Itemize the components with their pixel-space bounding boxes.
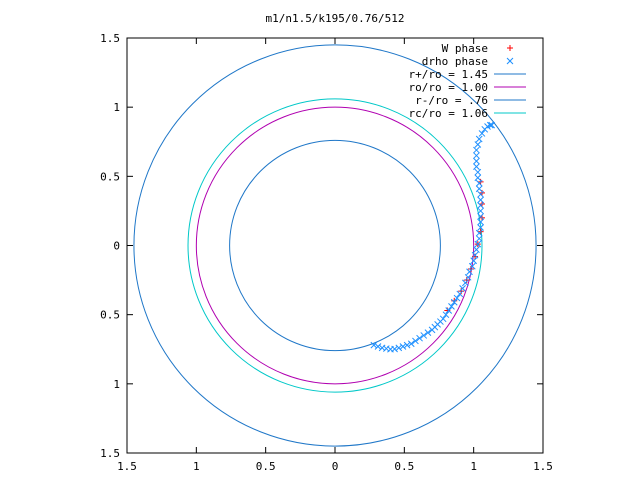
y-tick-label: 0 [113,240,120,253]
legend-label: drho phase [422,55,488,68]
drho-phase-point [445,307,453,314]
drho-phase-point [486,121,494,129]
legend-label: r+/ro = 1.45 [409,68,488,81]
drho-phase-point [475,135,483,143]
drho-phase-point [450,298,458,306]
drho-phase-point [471,251,479,259]
x-tick-label: 1 [193,460,200,473]
y-tick-label: 0.5 [100,309,120,322]
x-tick-label: 0.5 [256,460,276,473]
drho-phase-point [474,168,482,176]
drho-phase-point [442,311,450,319]
drho-phase-point [473,157,480,165]
drho-phase-point [478,130,486,137]
drho-phase-point [477,218,484,226]
data-series [370,121,496,353]
drho-phase-point [399,343,407,350]
drho-phase-point [473,146,480,154]
legend-label: W phase [442,42,488,55]
drho-phase-point [466,268,473,276]
reference-circle [195,106,475,385]
x-tick-label: 0.5 [394,460,414,473]
drho-phase-point [420,332,428,339]
drho-phase-point [477,207,484,215]
drho-phase-point [412,337,419,345]
drho-phase-point [391,345,398,353]
drho-phase-point [456,290,464,298]
drho-phase-point [459,285,466,292]
legend-label: rc/ro = 1.06 [409,107,488,120]
legend-swatch [507,45,513,51]
legend-label: r-/ro = .76 [415,94,488,107]
y-tick-label: 1 [113,101,120,114]
drho-phase-point [453,294,461,302]
drho-phase-point [474,141,482,148]
drho-phase-point [473,163,480,171]
drho-phase-point [475,185,483,193]
drho-phase-point [464,273,472,281]
drho-phase-point [461,279,469,287]
y-tick-label: 1 [113,378,120,391]
drho-phase-point [473,246,480,254]
drho-phase-point [395,344,403,352]
drho-phase-point [477,190,484,198]
drho-phase-point [475,179,483,187]
x-tick-label: 1.5 [117,460,137,473]
y-tick-label: 1.5 [100,447,120,460]
x-tick-label: 1.5 [533,460,553,473]
drho-phase-point [475,235,483,242]
drho-phase-point [475,229,483,237]
drho-phase-point [473,152,480,159]
reference-circle [229,139,441,352]
drho-phase-point [477,213,484,220]
legend-swatch [506,57,514,65]
drho-phase-point [477,196,484,204]
reference-circles [133,44,537,447]
drho-phase-point [448,303,455,310]
drho-phase-point [477,224,484,231]
reference-circle [187,98,483,393]
y-tick-label: 0.5 [100,170,120,183]
drho-phase-point [374,343,382,350]
drho-phase-point [416,334,423,342]
x-tick-label: 1 [470,460,477,473]
y-tick-label: 1.5 [100,32,120,45]
drho-phase-point [477,202,484,209]
drho-phase-point [488,121,496,129]
reference-circle [133,44,537,447]
legend-label: ro/ro = 1.00 [409,81,488,94]
drho-phase-point [474,174,482,182]
drho-phase-point [424,329,432,337]
drho-phase-point [407,340,415,348]
x-tick-label: 0 [332,460,339,473]
drho-phase-point [370,341,378,349]
chart-title: m1/n1.5/k195/0.76/512 [265,12,404,25]
drho-phase-point [439,315,447,323]
drho-phase-point [468,262,476,270]
drho-phase-point [474,240,482,248]
drho-phase-point [403,341,411,349]
drho-phase-point [470,257,478,265]
